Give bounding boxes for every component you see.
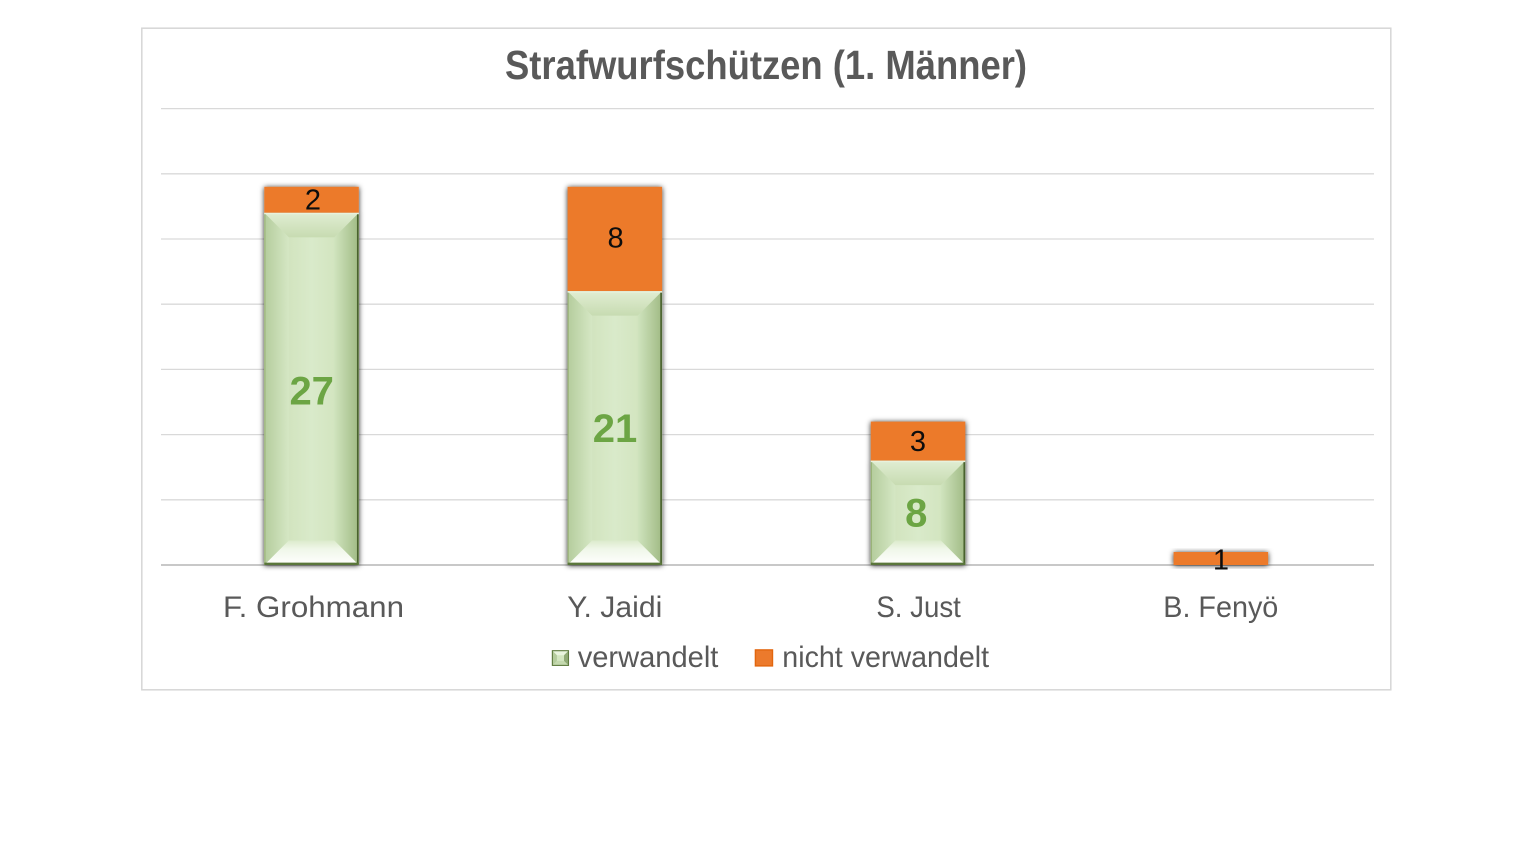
svg-text:8: 8 <box>608 222 624 254</box>
svg-text:3: 3 <box>910 426 926 458</box>
svg-text:2: 2 <box>305 185 321 217</box>
svg-text:verwandelt: verwandelt <box>578 641 719 674</box>
svg-text:21: 21 <box>593 407 638 451</box>
svg-text:F. Grohmann: F. Grohmann <box>223 591 404 624</box>
svg-text:8: 8 <box>905 492 927 536</box>
svg-text:B. Fenyö: B. Fenyö <box>1163 591 1278 624</box>
svg-text:Y. Jaidi: Y. Jaidi <box>567 591 662 624</box>
svg-text:1: 1 <box>1213 545 1229 577</box>
svg-text:27: 27 <box>289 369 334 413</box>
svg-text:nicht verwandelt: nicht verwandelt <box>782 641 989 674</box>
svg-text:S. Just: S. Just <box>876 591 961 624</box>
svg-text:Strafwurfschützen (1. Männer): Strafwurfschützen (1. Männer) <box>505 42 1027 88</box>
